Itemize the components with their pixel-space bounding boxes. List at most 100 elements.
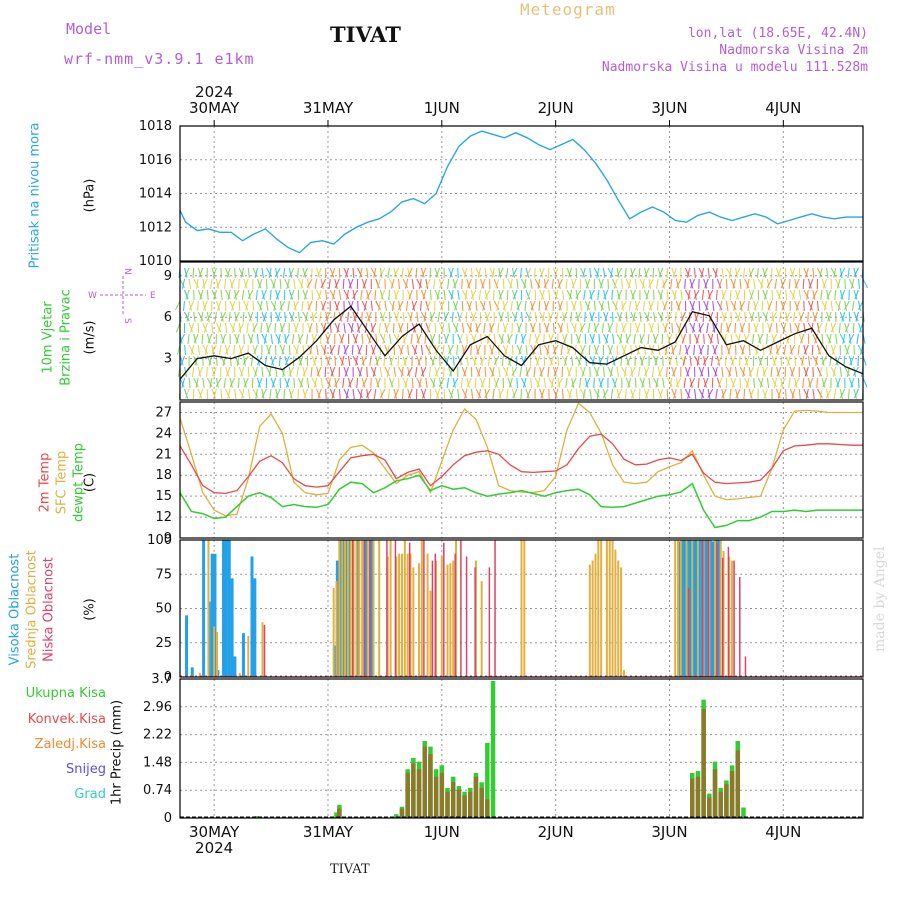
wind-barb <box>243 333 245 345</box>
wind-barb <box>188 322 194 333</box>
wind-barb <box>675 278 680 289</box>
wind-barb <box>642 300 645 312</box>
series-line-2m-temp <box>179 433 863 495</box>
wind-barb <box>475 267 481 278</box>
wind-barb <box>696 355 700 366</box>
bar-visoka-oblacnost <box>250 556 254 677</box>
wind-barb <box>401 267 404 278</box>
wind-barb <box>446 377 450 388</box>
wind-barb <box>819 388 823 399</box>
wind-barb <box>780 377 784 388</box>
wind-barb <box>306 300 311 311</box>
wind-barb <box>261 267 264 278</box>
wind-barb <box>725 278 728 290</box>
wind-barb <box>798 289 802 300</box>
wind-barb <box>261 289 265 300</box>
wind-barb <box>457 311 463 322</box>
wind-barb <box>460 377 463 388</box>
bar-niska-oblacnost <box>488 567 491 677</box>
wind-barb <box>765 333 768 345</box>
wind-barb <box>830 300 833 311</box>
wind-barb <box>375 355 379 366</box>
wind-barb <box>821 355 825 366</box>
wind-barb <box>735 289 741 300</box>
wind-barb <box>361 377 366 388</box>
wind-barb <box>392 322 395 334</box>
wind-barb <box>691 300 696 311</box>
wind-barb <box>557 355 560 367</box>
wind-barb <box>675 322 682 333</box>
bar-srednja-oblacnost <box>731 560 734 677</box>
wind-barb <box>575 289 582 299</box>
legend-snow: Snijeg <box>66 762 106 777</box>
bar-srednja-oblacnost <box>420 540 423 677</box>
bar-niska-oblacnost <box>369 540 371 677</box>
wind-barb <box>496 300 500 311</box>
wind-barb <box>534 278 541 288</box>
wind-barb <box>648 377 651 388</box>
wind-barb <box>749 388 755 399</box>
wind-barb <box>288 311 295 322</box>
wind-barb <box>736 311 741 322</box>
bar-ukupna-kisa <box>485 742 490 818</box>
wind-barb <box>742 267 746 278</box>
wind-barb <box>777 388 782 399</box>
wind-barb <box>804 366 809 377</box>
wind-barb <box>466 355 469 366</box>
wind-barb <box>285 377 290 388</box>
wind-barb <box>826 333 832 344</box>
wind-barb <box>682 355 686 366</box>
wind-barb <box>213 388 217 399</box>
wind-barb <box>628 300 632 311</box>
wind-barb <box>839 388 846 399</box>
wind-barb <box>519 366 523 377</box>
wind-barb <box>766 278 773 289</box>
wind-barb <box>639 377 645 388</box>
wind-barb <box>771 355 777 366</box>
wind-barb <box>463 267 468 278</box>
wind-barb <box>833 267 837 278</box>
wind-barb <box>789 388 795 399</box>
bar-srednja-oblacnost <box>719 540 722 677</box>
wind-barb <box>429 289 432 301</box>
wind-barb <box>794 278 800 289</box>
wind-barb <box>789 344 796 355</box>
wind-barb <box>755 344 759 355</box>
wind-barb <box>662 278 668 289</box>
wind-barb <box>741 344 746 355</box>
wind-barb <box>843 300 850 310</box>
wind-barb <box>572 300 577 311</box>
wind-barb <box>684 366 690 377</box>
wind-barb <box>224 322 228 333</box>
year-label-bottom: 2024 <box>195 839 233 857</box>
wind-barb <box>684 278 686 290</box>
wind-barb <box>273 300 277 311</box>
wind-barb <box>547 366 550 378</box>
wind-barb <box>646 311 650 322</box>
wind-barb <box>634 300 641 311</box>
wind-barb <box>288 344 291 356</box>
wind-barb <box>762 289 768 300</box>
wind-barb <box>731 377 737 388</box>
wind-barb <box>684 289 691 300</box>
wind-barb <box>470 289 477 300</box>
wind-barb <box>475 322 479 333</box>
wind-barb <box>792 289 796 300</box>
bar-srednja-oblacnost <box>349 540 352 677</box>
wind-barb <box>586 300 591 311</box>
wind-barb <box>621 344 627 355</box>
wind-barb <box>468 300 472 311</box>
wind-barb <box>539 289 545 300</box>
wind-barb <box>223 377 227 388</box>
wind-barb <box>261 366 264 378</box>
wind-barb <box>215 300 221 311</box>
wind-barb <box>669 377 673 388</box>
wind-barb <box>771 311 777 321</box>
wind-barb <box>785 388 787 400</box>
wind-barb <box>714 366 718 377</box>
wind-barb <box>270 333 274 344</box>
wind-barb <box>436 388 441 399</box>
wind-barb <box>540 289 545 300</box>
wind-barb <box>461 366 467 377</box>
wind-barb <box>709 333 714 344</box>
